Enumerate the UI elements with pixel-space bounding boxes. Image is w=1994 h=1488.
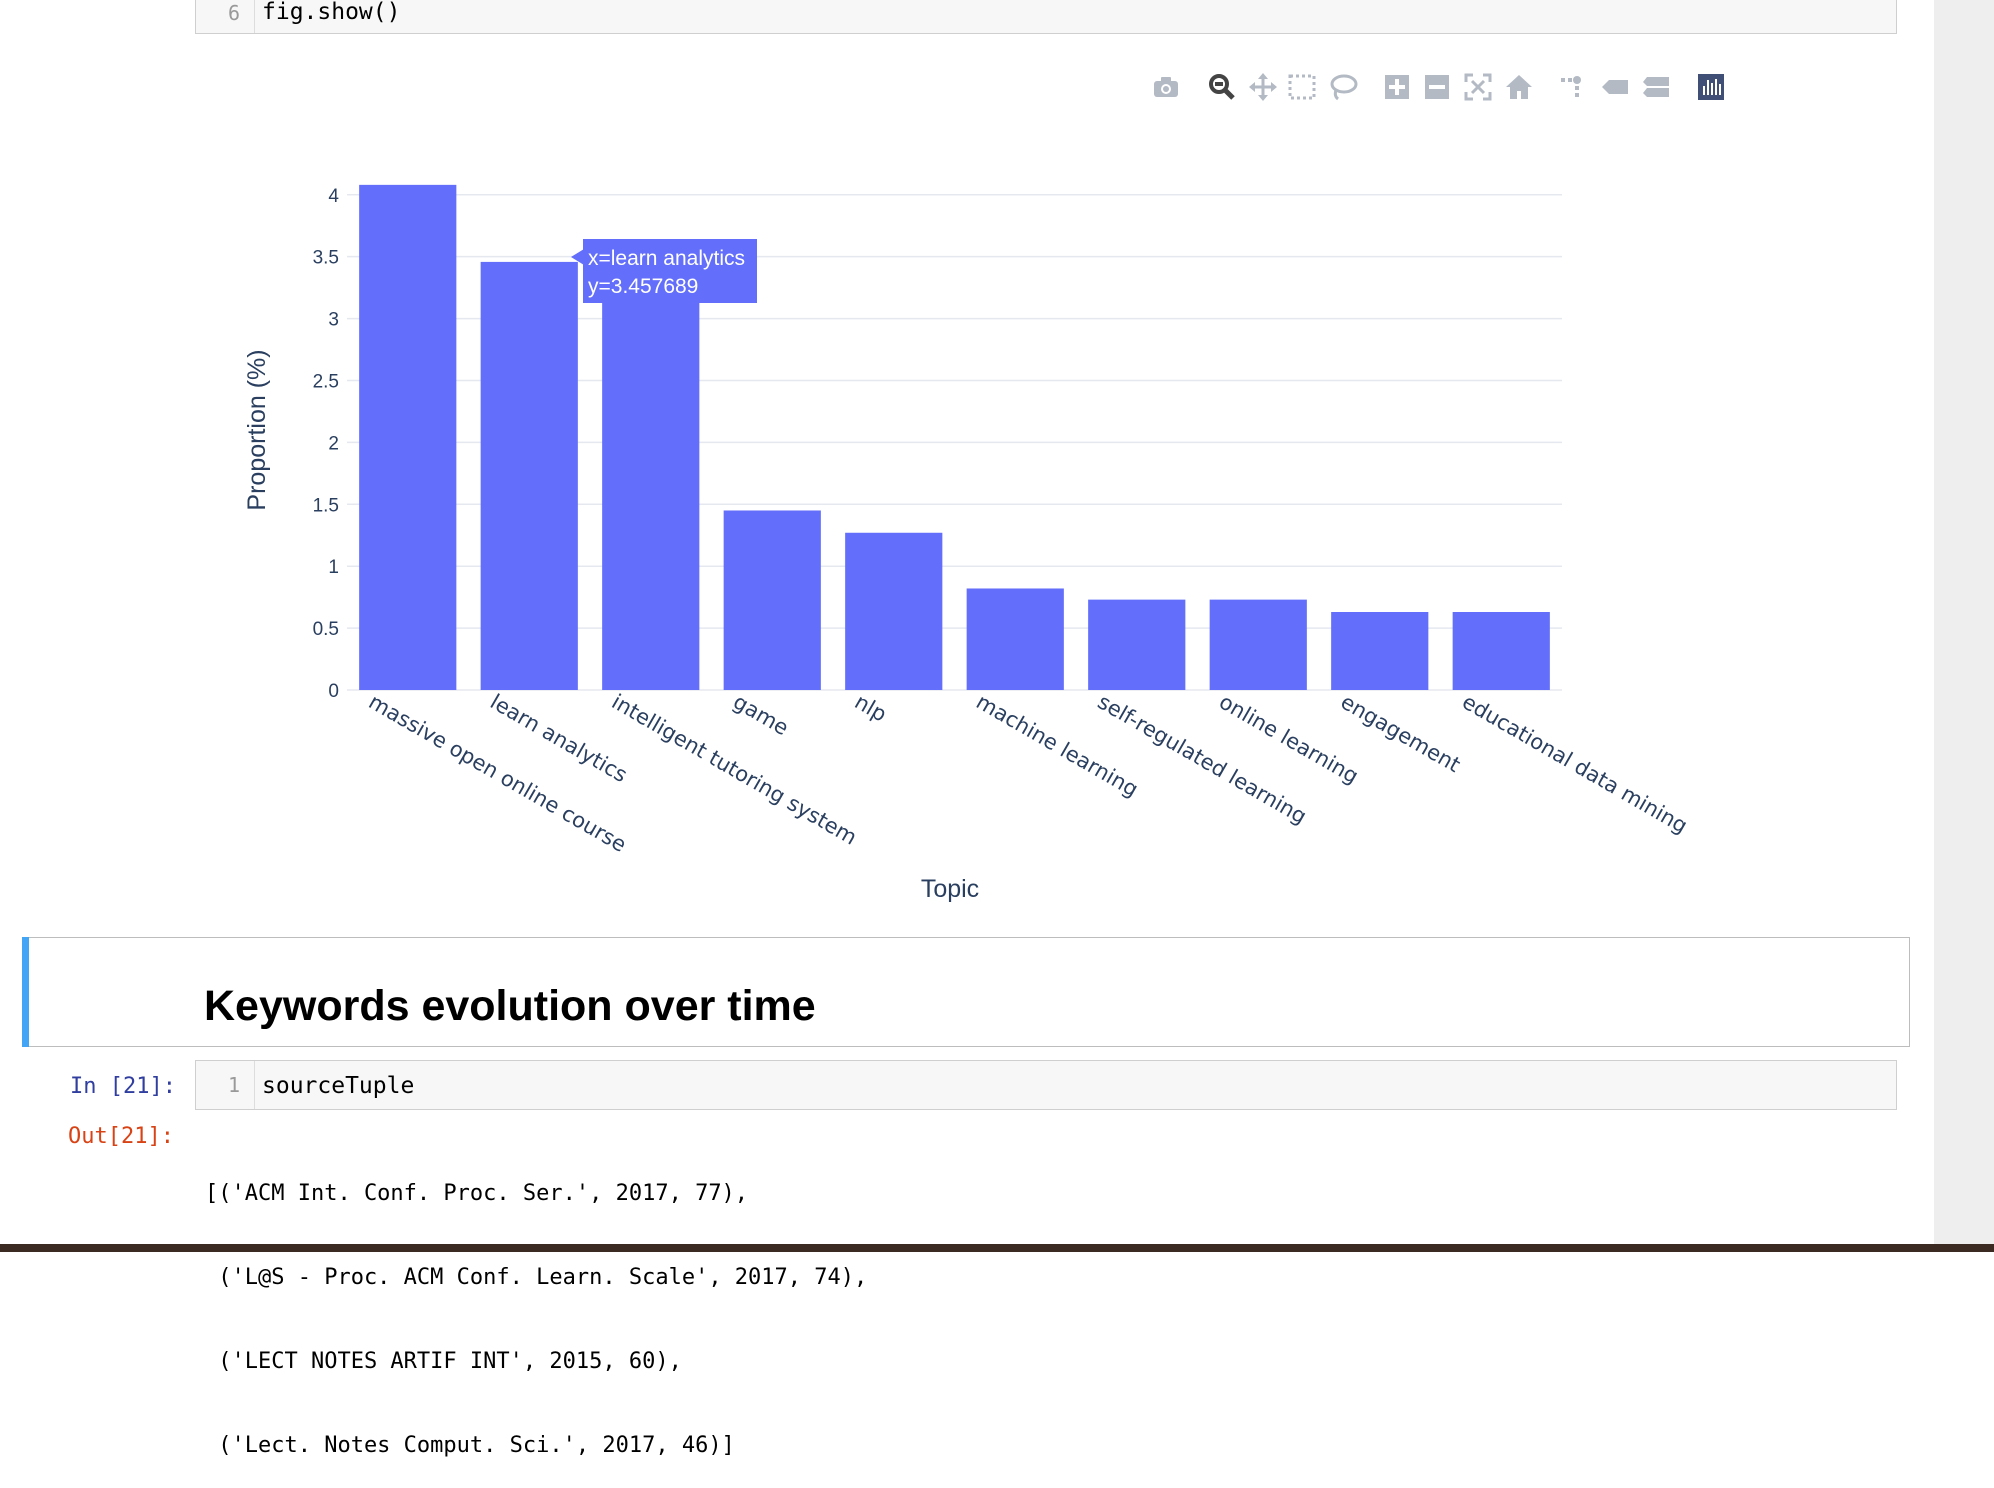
bar[interactable]: [359, 184, 457, 690]
x-tick-label: intelligent tutoring system: [608, 690, 861, 850]
zoom-out-icon[interactable]: [1422, 72, 1452, 102]
code-cell-previous[interactable]: 6 fig.show(): [195, 0, 1897, 34]
desktop-bottom-strip: [0, 1244, 1994, 1252]
plotly-logo-icon[interactable]: [1696, 72, 1726, 102]
x-tick-label: educational data mining: [1458, 690, 1691, 839]
spike-lines-icon[interactable]: [1556, 72, 1586, 102]
line-number: 1: [227, 1073, 240, 1097]
y-tick-label: 0.5: [313, 619, 339, 640]
markdown-cell[interactable]: Keywords evolution over time: [22, 937, 1910, 1047]
output-line: ('Lect. Notes Comput. Sci.', 2017, 46)]: [205, 1433, 735, 1458]
y-tick-label: 1.5: [313, 495, 339, 516]
cell-output: [('ACM Int. Conf. Proc. Ser.', 2017, 77)…: [205, 1124, 867, 1488]
line-number-gutter: 6: [196, 0, 255, 33]
lasso-select-icon[interactable]: [1328, 72, 1358, 102]
y-tick-label: 2: [328, 433, 339, 454]
line-number: 6: [227, 1, 240, 25]
code-line[interactable]: fig.show(): [262, 0, 401, 25]
code-cell-input[interactable]: 1 sourceTuple: [195, 1060, 1897, 1110]
bar-chart[interactable]: 0 0.5 1 1.5 2 2.5 3 3.5 4 massive open online co…: [0, 0, 1994, 920]
output-prompt: Out[21]:: [68, 1124, 174, 1149]
code-line[interactable]: sourceTuple: [262, 1073, 415, 1099]
bar[interactable]: [966, 588, 1064, 690]
autoscale-icon[interactable]: [1463, 72, 1493, 102]
reset-axes-icon[interactable]: [1504, 72, 1534, 102]
output-line: ('LECT NOTES ARTIF INT', 2015, 60),: [205, 1349, 682, 1374]
pan-icon[interactable]: [1248, 72, 1278, 102]
input-prompt: In [21]:: [70, 1074, 176, 1099]
bar[interactable]: [1209, 599, 1307, 690]
tooltip-line-y: y=3.457689: [588, 275, 698, 298]
hover-tooltip: x=learn analytics y=3.457689: [571, 239, 757, 303]
bar[interactable]: [1452, 612, 1550, 690]
bar[interactable]: [480, 261, 578, 690]
x-tick-label: self-regulated learning: [1094, 690, 1311, 829]
tooltip-pointer: [571, 249, 584, 265]
x-tick-label: nlp: [851, 690, 891, 727]
zoom-icon[interactable]: [1207, 72, 1237, 102]
y-tick-label: 0: [328, 681, 339, 702]
bar[interactable]: [723, 510, 821, 690]
hover-closest-icon[interactable]: [1600, 72, 1630, 102]
y-axis-ticks: 0 0.5 1 1.5 2 2.5 3 3.5 4: [313, 186, 340, 702]
y-tick-label: 1: [328, 557, 339, 578]
camera-icon[interactable]: [1151, 72, 1181, 102]
output-line: [('ACM Int. Conf. Proc. Ser.', 2017, 77)…: [205, 1181, 749, 1206]
bar[interactable]: [845, 532, 943, 690]
y-tick-label: 3.5: [313, 248, 339, 269]
x-tick-label: game: [729, 690, 793, 741]
line-number-gutter: 1: [196, 1061, 255, 1109]
y-axis-title: Proportion (%): [243, 349, 271, 510]
tooltip-line-x: x=learn analytics: [588, 247, 745, 270]
section-heading: Keywords evolution over time: [204, 982, 816, 1030]
output-line: ('L@S - Proc. ACM Conf. Learn. Scale', 2…: [205, 1265, 868, 1290]
bar[interactable]: [1088, 599, 1186, 690]
y-tick-label: 4: [328, 186, 339, 207]
cell-selection-bar: [22, 937, 29, 1047]
y-tick-label: 3: [328, 310, 339, 331]
box-select-icon[interactable]: [1287, 72, 1317, 102]
bar[interactable]: [602, 296, 700, 690]
zoom-in-icon[interactable]: [1382, 72, 1412, 102]
y-tick-label: 2.5: [313, 371, 339, 392]
page-right-gutter: [1934, 0, 1994, 1246]
hover-compare-icon[interactable]: [1641, 72, 1671, 102]
bar[interactable]: [1331, 612, 1429, 690]
tooltip-box: [583, 239, 757, 303]
x-axis-title: Topic: [921, 875, 979, 903]
bars[interactable]: [359, 184, 1550, 690]
